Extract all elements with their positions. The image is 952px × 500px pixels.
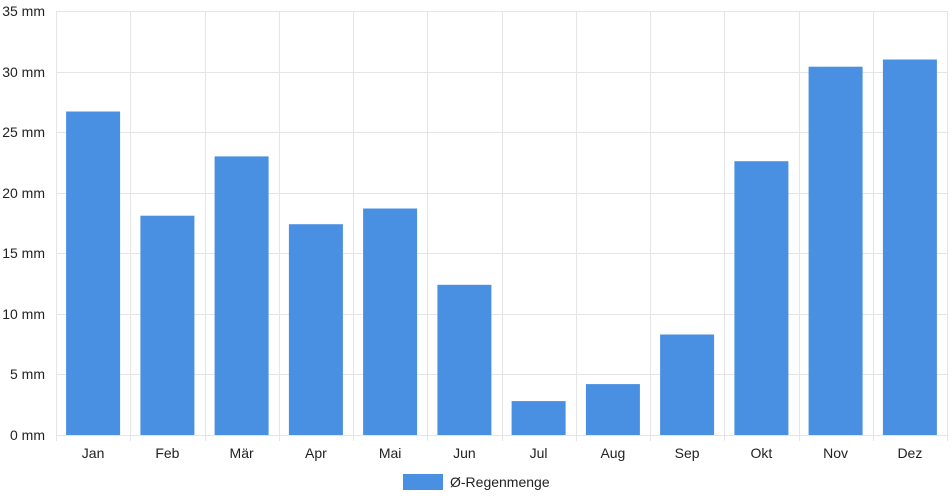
grid-layer xyxy=(56,11,948,441)
x-tick-label: Nov xyxy=(823,445,848,461)
y-tick-label: 15 mm xyxy=(2,245,45,261)
bar-mär[interactable] xyxy=(214,156,269,435)
x-axis-labels: Jan Feb Mär Apr Mai Jun Jul Aug Sep Okt Nov Dez xyxy=(82,445,923,461)
bar-jul[interactable] xyxy=(511,401,566,435)
y-tick-label: 5 mm xyxy=(10,366,45,382)
x-tick-label: Aug xyxy=(600,445,625,461)
y-tick-label: 35 mm xyxy=(2,3,45,19)
y-tick-label: 25 mm xyxy=(2,124,45,140)
bar-okt[interactable] xyxy=(734,161,789,435)
bar-feb[interactable] xyxy=(140,215,195,435)
y-tick-label: 20 mm xyxy=(2,185,45,201)
y-tick-label: 30 mm xyxy=(2,64,45,80)
bars-layer xyxy=(66,59,937,436)
x-tick-label: Mai xyxy=(379,445,402,461)
x-tick-label: Feb xyxy=(155,445,179,461)
bar-sep[interactable] xyxy=(660,334,715,436)
x-tick-label: Apr xyxy=(305,445,327,461)
bar-jun[interactable] xyxy=(437,284,492,435)
bar-aug[interactable] xyxy=(585,384,640,435)
y-axis-labels: 0 mm 5 mm 10 mm 15 mm 20 mm 25 mm 30 mm 35 mm xyxy=(2,3,45,443)
x-tick-label: Jan xyxy=(82,445,105,461)
x-tick-label: Dez xyxy=(897,445,922,461)
bar-dez[interactable] xyxy=(882,59,937,436)
x-tick-label: Jun xyxy=(453,445,476,461)
y-tick-label: 0 mm xyxy=(10,427,45,443)
bar-apr[interactable] xyxy=(288,224,343,435)
legend-label[interactable]: Ø-Regenmenge xyxy=(450,474,550,490)
bar-mai[interactable] xyxy=(363,208,418,436)
bar-nov[interactable] xyxy=(808,66,863,435)
legend[interactable]: Ø-Regenmenge xyxy=(403,474,550,490)
x-tick-label: Jul xyxy=(530,445,548,461)
x-tick-label: Sep xyxy=(675,445,700,461)
x-tick-label: Okt xyxy=(751,445,773,461)
y-tick-label: 10 mm xyxy=(2,306,45,322)
bar-jan[interactable] xyxy=(66,111,121,436)
x-tick-label: Mär xyxy=(230,445,254,461)
legend-swatch[interactable] xyxy=(403,474,443,490)
